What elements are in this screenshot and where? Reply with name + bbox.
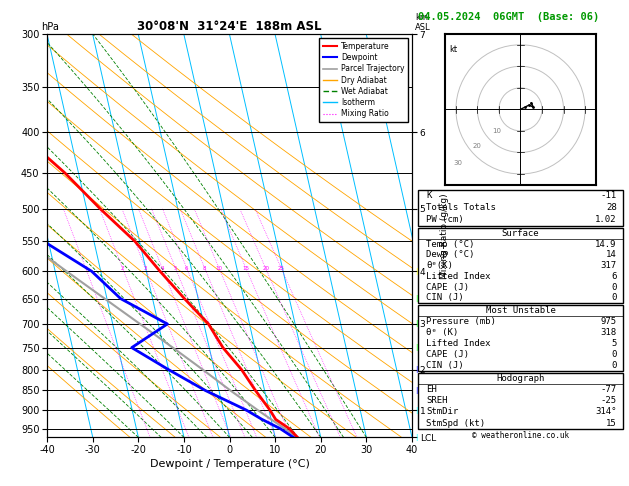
Text: 318: 318 xyxy=(601,328,616,337)
Text: Lifted Index: Lifted Index xyxy=(426,272,491,281)
Text: 10: 10 xyxy=(216,266,223,271)
Legend: Temperature, Dewpoint, Parcel Trajectory, Dry Adiabat, Wet Adiabat, Isotherm, Mi: Temperature, Dewpoint, Parcel Trajectory… xyxy=(320,38,408,122)
Text: θᵉ (K): θᵉ (K) xyxy=(426,328,459,337)
Text: CIN (J): CIN (J) xyxy=(426,294,464,302)
Text: 0: 0 xyxy=(611,361,616,370)
Text: 2: 2 xyxy=(121,266,125,271)
Y-axis label: Mixing Ratio (g/kg): Mixing Ratio (g/kg) xyxy=(440,193,449,278)
Text: |: | xyxy=(415,344,418,351)
Text: PW (cm): PW (cm) xyxy=(426,215,464,225)
Text: |: | xyxy=(415,268,418,275)
Text: 314°: 314° xyxy=(595,407,616,417)
Title: 30°08'N  31°24'E  188m ASL: 30°08'N 31°24'E 188m ASL xyxy=(137,20,322,33)
Text: 15: 15 xyxy=(243,266,250,271)
Text: EH: EH xyxy=(426,385,437,394)
Text: -11: -11 xyxy=(601,191,616,200)
Text: hPa: hPa xyxy=(41,21,58,32)
Text: 5: 5 xyxy=(611,339,616,348)
X-axis label: Dewpoint / Temperature (°C): Dewpoint / Temperature (°C) xyxy=(150,459,309,469)
Text: 4: 4 xyxy=(160,266,164,271)
Text: StmSpd (kt): StmSpd (kt) xyxy=(426,418,486,428)
Text: Most Unstable: Most Unstable xyxy=(486,306,555,315)
Text: Surface: Surface xyxy=(502,229,539,238)
Text: 04.05.2024  06GMT  (Base: 06): 04.05.2024 06GMT (Base: 06) xyxy=(418,12,599,22)
Text: -25: -25 xyxy=(601,396,616,405)
Text: 6: 6 xyxy=(611,272,616,281)
Text: Temp (°C): Temp (°C) xyxy=(426,240,475,248)
Text: Dewp (°C): Dewp (°C) xyxy=(426,250,475,260)
Text: CIN (J): CIN (J) xyxy=(426,361,464,370)
Text: © weatheronline.co.uk: © weatheronline.co.uk xyxy=(472,431,569,440)
Text: 6: 6 xyxy=(185,266,189,271)
Text: Hodograph: Hodograph xyxy=(496,374,545,383)
Text: -77: -77 xyxy=(601,385,616,394)
Text: StmDir: StmDir xyxy=(426,407,459,417)
Text: 975: 975 xyxy=(601,317,616,326)
Text: Totals Totals: Totals Totals xyxy=(426,203,496,212)
Text: |: | xyxy=(415,434,418,441)
Text: 5: 5 xyxy=(174,266,177,271)
Text: CAPE (J): CAPE (J) xyxy=(426,283,469,292)
Text: K: K xyxy=(426,191,432,200)
Text: 0: 0 xyxy=(611,350,616,359)
Text: 30: 30 xyxy=(454,160,462,166)
Text: SREH: SREH xyxy=(426,396,448,405)
Text: 0: 0 xyxy=(611,294,616,302)
Text: CAPE (J): CAPE (J) xyxy=(426,350,469,359)
Text: km
ASL: km ASL xyxy=(415,13,431,32)
Text: 3: 3 xyxy=(143,266,147,271)
Text: |: | xyxy=(415,320,418,328)
Text: 15: 15 xyxy=(606,418,616,428)
Text: 0: 0 xyxy=(611,283,616,292)
Text: Lifted Index: Lifted Index xyxy=(426,339,491,348)
Text: kt: kt xyxy=(450,45,457,54)
Text: 14: 14 xyxy=(606,250,616,260)
Text: 317: 317 xyxy=(601,261,616,270)
Text: 20: 20 xyxy=(473,143,482,149)
Text: Pressure (mb): Pressure (mb) xyxy=(426,317,496,326)
Text: 8: 8 xyxy=(203,266,206,271)
Text: 28: 28 xyxy=(606,203,616,212)
Text: |: | xyxy=(415,366,418,373)
Text: 1: 1 xyxy=(84,266,87,271)
Text: |: | xyxy=(415,295,418,302)
Text: |: | xyxy=(415,406,418,414)
Text: |: | xyxy=(415,387,418,394)
Text: 20: 20 xyxy=(262,266,269,271)
Text: θᵉ(K): θᵉ(K) xyxy=(426,261,454,270)
Text: 14.9: 14.9 xyxy=(595,240,616,248)
Text: 25: 25 xyxy=(278,266,285,271)
Text: 1.02: 1.02 xyxy=(595,215,616,225)
Text: 10: 10 xyxy=(493,128,501,134)
